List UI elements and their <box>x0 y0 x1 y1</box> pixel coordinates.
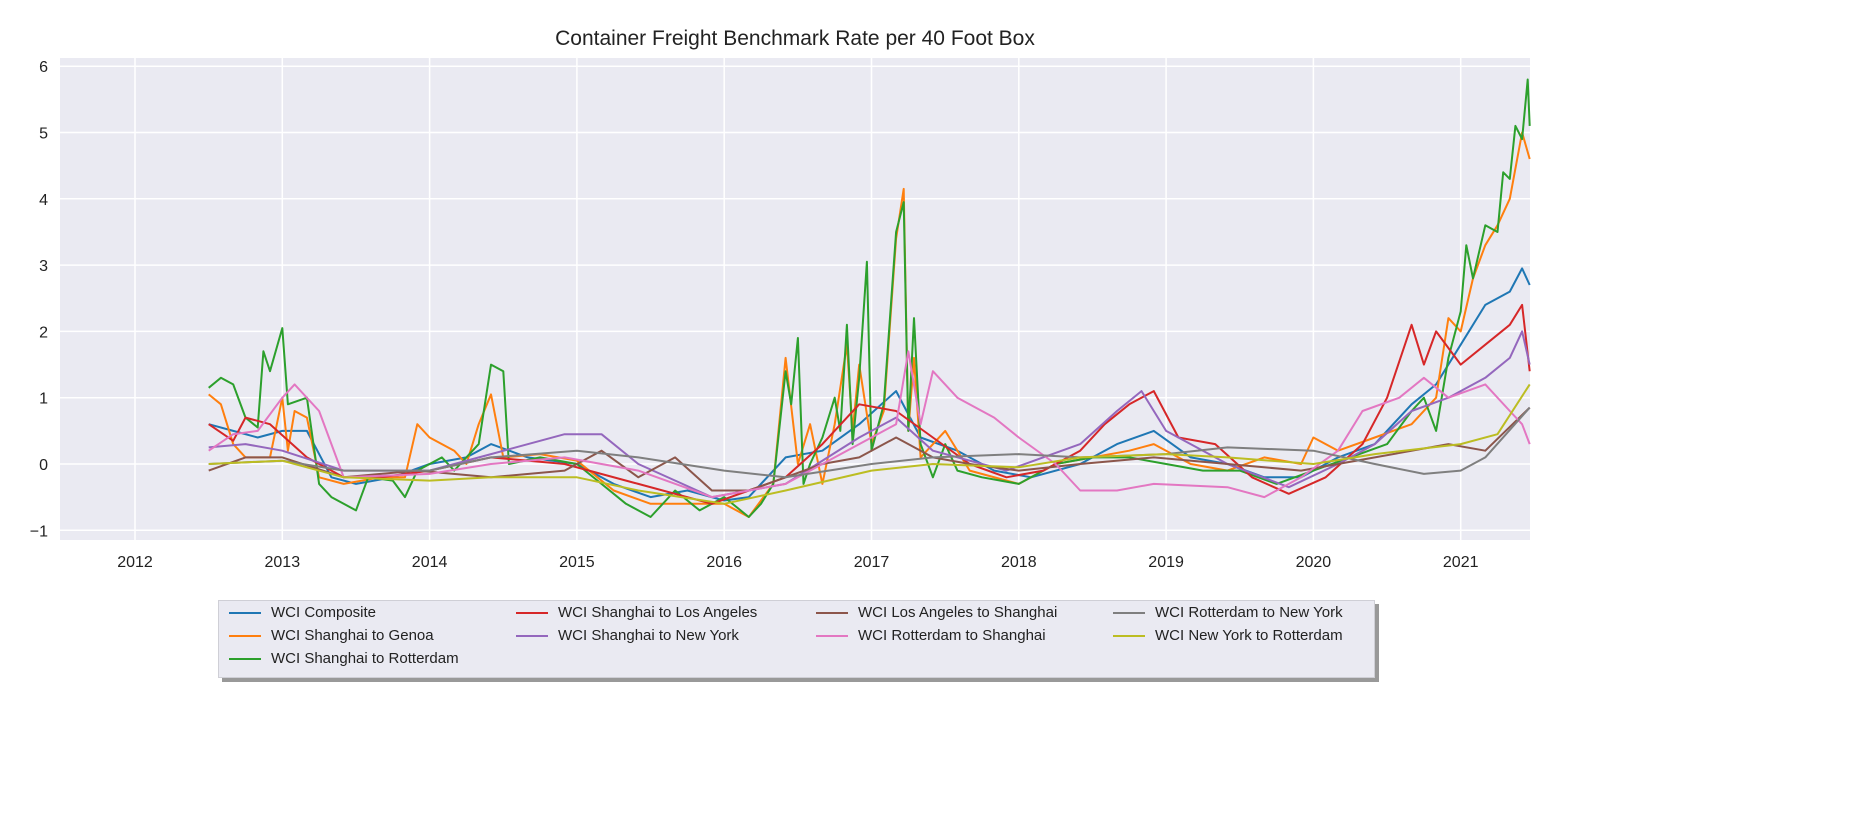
x-tick-label: 2019 <box>1148 554 1184 571</box>
legend-swatch <box>229 612 261 615</box>
legend-label: WCI Shanghai to Los Angeles <box>558 604 758 621</box>
legend-swatch <box>816 612 848 615</box>
series-line-wci-rotterdam-to-shanghai <box>208 350 1531 499</box>
y-tick-label: 1 <box>39 391 48 408</box>
grid <box>60 58 1530 540</box>
y-tick-label: 3 <box>39 258 48 275</box>
legend-label: WCI Shanghai to Rotterdam <box>271 650 459 667</box>
legend-item: WCI Composite <box>229 603 376 623</box>
legend-label: WCI Los Angeles to Shanghai <box>858 604 1058 621</box>
y-tick-label: 5 <box>39 126 48 143</box>
legend-item: WCI Shanghai to Genoa <box>229 626 434 646</box>
legend-swatch <box>516 612 548 615</box>
x-tick-label: 2021 <box>1443 554 1479 571</box>
x-tick-label: 2016 <box>706 554 742 571</box>
axis-ticks: 2012 2013 2014 2015 2016 2017 2018 2019 2020 2021… <box>30 59 1479 571</box>
legend-swatch <box>1113 635 1145 638</box>
y-tick-label: 0 <box>39 457 48 474</box>
y-tick-label: 2 <box>39 324 48 341</box>
y-tick-label: −1 <box>30 523 48 540</box>
x-tick-label: 2020 <box>1296 554 1332 571</box>
legend-swatch <box>1113 612 1145 615</box>
series-lines <box>208 78 1531 518</box>
legend-label: WCI Rotterdam to New York <box>1155 604 1343 621</box>
legend-swatch <box>229 635 261 638</box>
legend-label: WCI Rotterdam to Shanghai <box>858 627 1046 644</box>
legend-item: WCI Shanghai to Rotterdam <box>229 649 459 669</box>
legend-swatch <box>816 635 848 638</box>
y-tick-label: 6 <box>39 59 48 76</box>
legend-label: WCI New York to Rotterdam <box>1155 627 1343 644</box>
x-tick-label: 2012 <box>117 554 153 571</box>
line-chart: Container Freight Benchmark Rate per 40 … <box>30 27 1531 571</box>
legend-item: WCI Rotterdam to Shanghai <box>816 626 1046 646</box>
legend-swatch <box>516 635 548 638</box>
series-line-wci-rotterdam-to-new-york <box>208 406 1531 479</box>
x-tick-label: 2018 <box>1001 554 1037 571</box>
legend-label: WCI Shanghai to Genoa <box>271 627 434 644</box>
legend-item: WCI Shanghai to Los Angeles <box>516 603 757 623</box>
legend-item: WCI Shanghai to New York <box>516 626 739 646</box>
chart-title: Container Freight Benchmark Rate per 40 … <box>555 27 1035 50</box>
plot-area <box>60 58 1530 540</box>
legend-label: WCI Composite <box>271 604 377 621</box>
legend-item: WCI Rotterdam to New York <box>1113 603 1343 623</box>
legend-label: WCI Shanghai to New York <box>558 627 739 644</box>
series-line-wci-new-york-to-rotterdam <box>208 383 1531 505</box>
legend-item: WCI Los Angeles to Shanghai <box>816 603 1057 623</box>
x-tick-label: 2015 <box>559 554 595 571</box>
y-tick-label: 4 <box>39 192 48 209</box>
legend-item: WCI New York to Rotterdam <box>1113 626 1343 646</box>
legend-swatch <box>229 658 261 661</box>
x-tick-label: 2014 <box>412 554 448 571</box>
x-tick-label: 2017 <box>854 554 890 571</box>
x-tick-label: 2013 <box>265 554 301 571</box>
series-line-wci-shanghai-to-rotterdam <box>208 78 1531 518</box>
series-line-wci-shanghai-to-new-york <box>208 330 1531 499</box>
legend: WCI Composite WCI Shanghai to Genoa WCI Sh… <box>218 600 1375 678</box>
